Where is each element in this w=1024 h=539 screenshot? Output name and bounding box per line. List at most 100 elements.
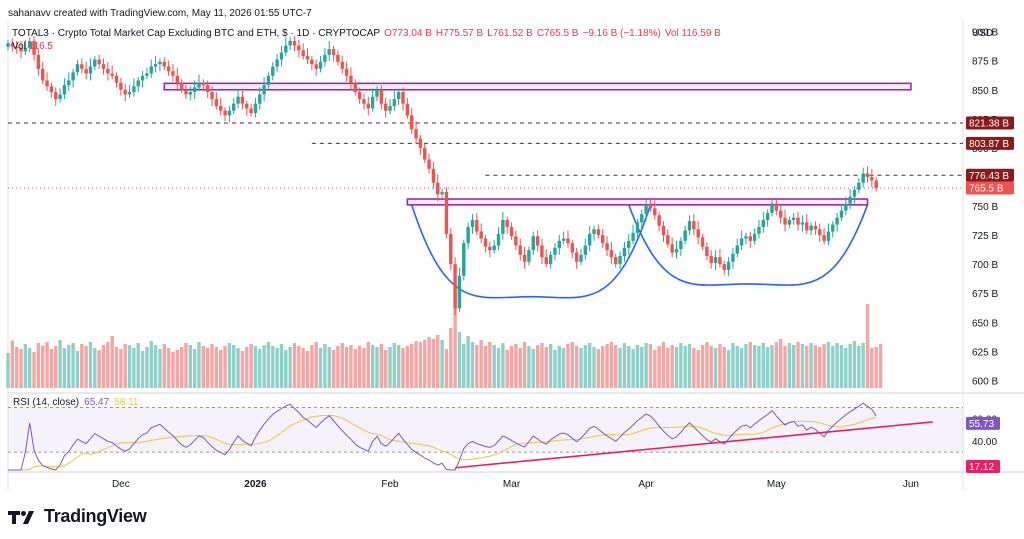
candle-body (522, 254, 527, 262)
candle-body (748, 236, 752, 241)
volume-bar (826, 342, 831, 388)
candle-body (262, 85, 266, 95)
volume-bar (192, 349, 197, 388)
candle-body (540, 245, 544, 258)
change-value: −9.16 B (−1.18%) (582, 28, 661, 39)
volume-bar (878, 344, 883, 388)
candle-body (488, 246, 492, 251)
volume-bar (80, 344, 84, 388)
volume-bar (179, 347, 184, 388)
volume-bar (718, 344, 722, 388)
price-badge[interactable] (966, 181, 1014, 195)
volume-bar (752, 345, 757, 388)
price-badge-label: 776.43 B (969, 171, 1009, 182)
candle-body (114, 75, 119, 83)
candle-body (835, 217, 839, 225)
volume-bar (574, 346, 579, 388)
volume-bar (570, 342, 575, 388)
volume-bar (284, 350, 288, 388)
cup-arc[interactable] (627, 204, 869, 286)
volume-bar (679, 343, 683, 388)
volume-bar (427, 337, 431, 388)
cup-arc[interactable] (410, 204, 652, 299)
candle-body (253, 103, 258, 113)
candle-body (509, 226, 514, 237)
candle-body (75, 64, 80, 73)
candle-body (370, 96, 375, 109)
volume-bar (483, 346, 488, 388)
candle-body (340, 61, 344, 69)
rsi-badge-label: 55.73 (969, 419, 994, 430)
price-badge[interactable] (966, 168, 1014, 182)
volume-bar (301, 348, 305, 388)
volume-bar (54, 346, 58, 388)
volume-bar (770, 345, 774, 388)
candle-body (726, 261, 731, 270)
volume-bar (219, 350, 223, 388)
volume-inline: Vol 116.59 B (664, 28, 721, 39)
ohlc-legend[interactable]: TOTAL3 · Crypto Total Market Cap Excludi… (12, 28, 721, 39)
rsi-legend[interactable]: RSI (14, close) 65.47 58.11 (13, 397, 138, 408)
resistance-zone[interactable] (163, 82, 912, 91)
symbol-title[interactable]: TOTAL3 · Crypto Total Market Cap Excludi… (12, 28, 381, 39)
candle-body (566, 238, 570, 244)
close-value: C765.5 B (536, 28, 579, 39)
volume-bar (153, 345, 158, 388)
rsi-trendline[interactable] (455, 421, 933, 469)
volume-bar (640, 347, 644, 388)
candle-body (205, 85, 210, 93)
candle-body (601, 235, 605, 244)
price-badge[interactable] (966, 116, 1014, 130)
candle-body (592, 229, 596, 234)
volume-bar (28, 348, 32, 388)
volume-bar (813, 345, 818, 388)
currency-label[interactable]: USD (972, 28, 994, 39)
neckline-zone[interactable] (406, 198, 869, 206)
time-axis-label: 2026 (244, 479, 267, 490)
candle-body (735, 245, 739, 254)
price-badge[interactable] (966, 136, 1014, 150)
rsi-badge[interactable] (966, 416, 1000, 430)
volume-bar (84, 346, 88, 388)
candle-body (561, 238, 566, 241)
candle-body (583, 245, 588, 255)
candle-body (14, 46, 19, 48)
candle-body (275, 59, 279, 67)
volume-bar (110, 336, 114, 388)
candle-body (132, 86, 136, 93)
candle-body (288, 40, 292, 46)
volume-bar (340, 343, 344, 388)
rsi-badge[interactable] (966, 460, 1000, 474)
candle-body (822, 235, 826, 241)
candle-body (844, 203, 848, 211)
volume-legend[interactable]: Vol 116.5 (12, 41, 53, 52)
candle-body (314, 64, 318, 69)
volume-bar (674, 347, 679, 388)
candle-body (93, 59, 97, 67)
candle-body (553, 247, 557, 255)
volume-bar (6, 353, 10, 388)
candle-body (162, 61, 166, 67)
volume-bar (522, 342, 527, 388)
candle-body (852, 189, 857, 197)
volume-bar (783, 346, 787, 388)
volume-bar (383, 350, 388, 388)
candle-body (783, 217, 787, 225)
candle-body (362, 99, 366, 104)
candle-body (292, 40, 297, 46)
volume-bar (831, 346, 835, 388)
candle-body (700, 237, 705, 247)
candle-body (627, 240, 631, 248)
volume-bar (188, 345, 193, 388)
volume-bar (379, 344, 384, 388)
volume-bar (605, 344, 609, 388)
volume-bar (596, 349, 601, 388)
candle-body (796, 217, 800, 225)
volume-bar (778, 339, 783, 388)
candle-body (444, 192, 449, 234)
volume-bar (401, 348, 405, 388)
volume-bar (635, 345, 640, 388)
volume-bar (271, 346, 275, 388)
volume-bar (388, 347, 392, 388)
